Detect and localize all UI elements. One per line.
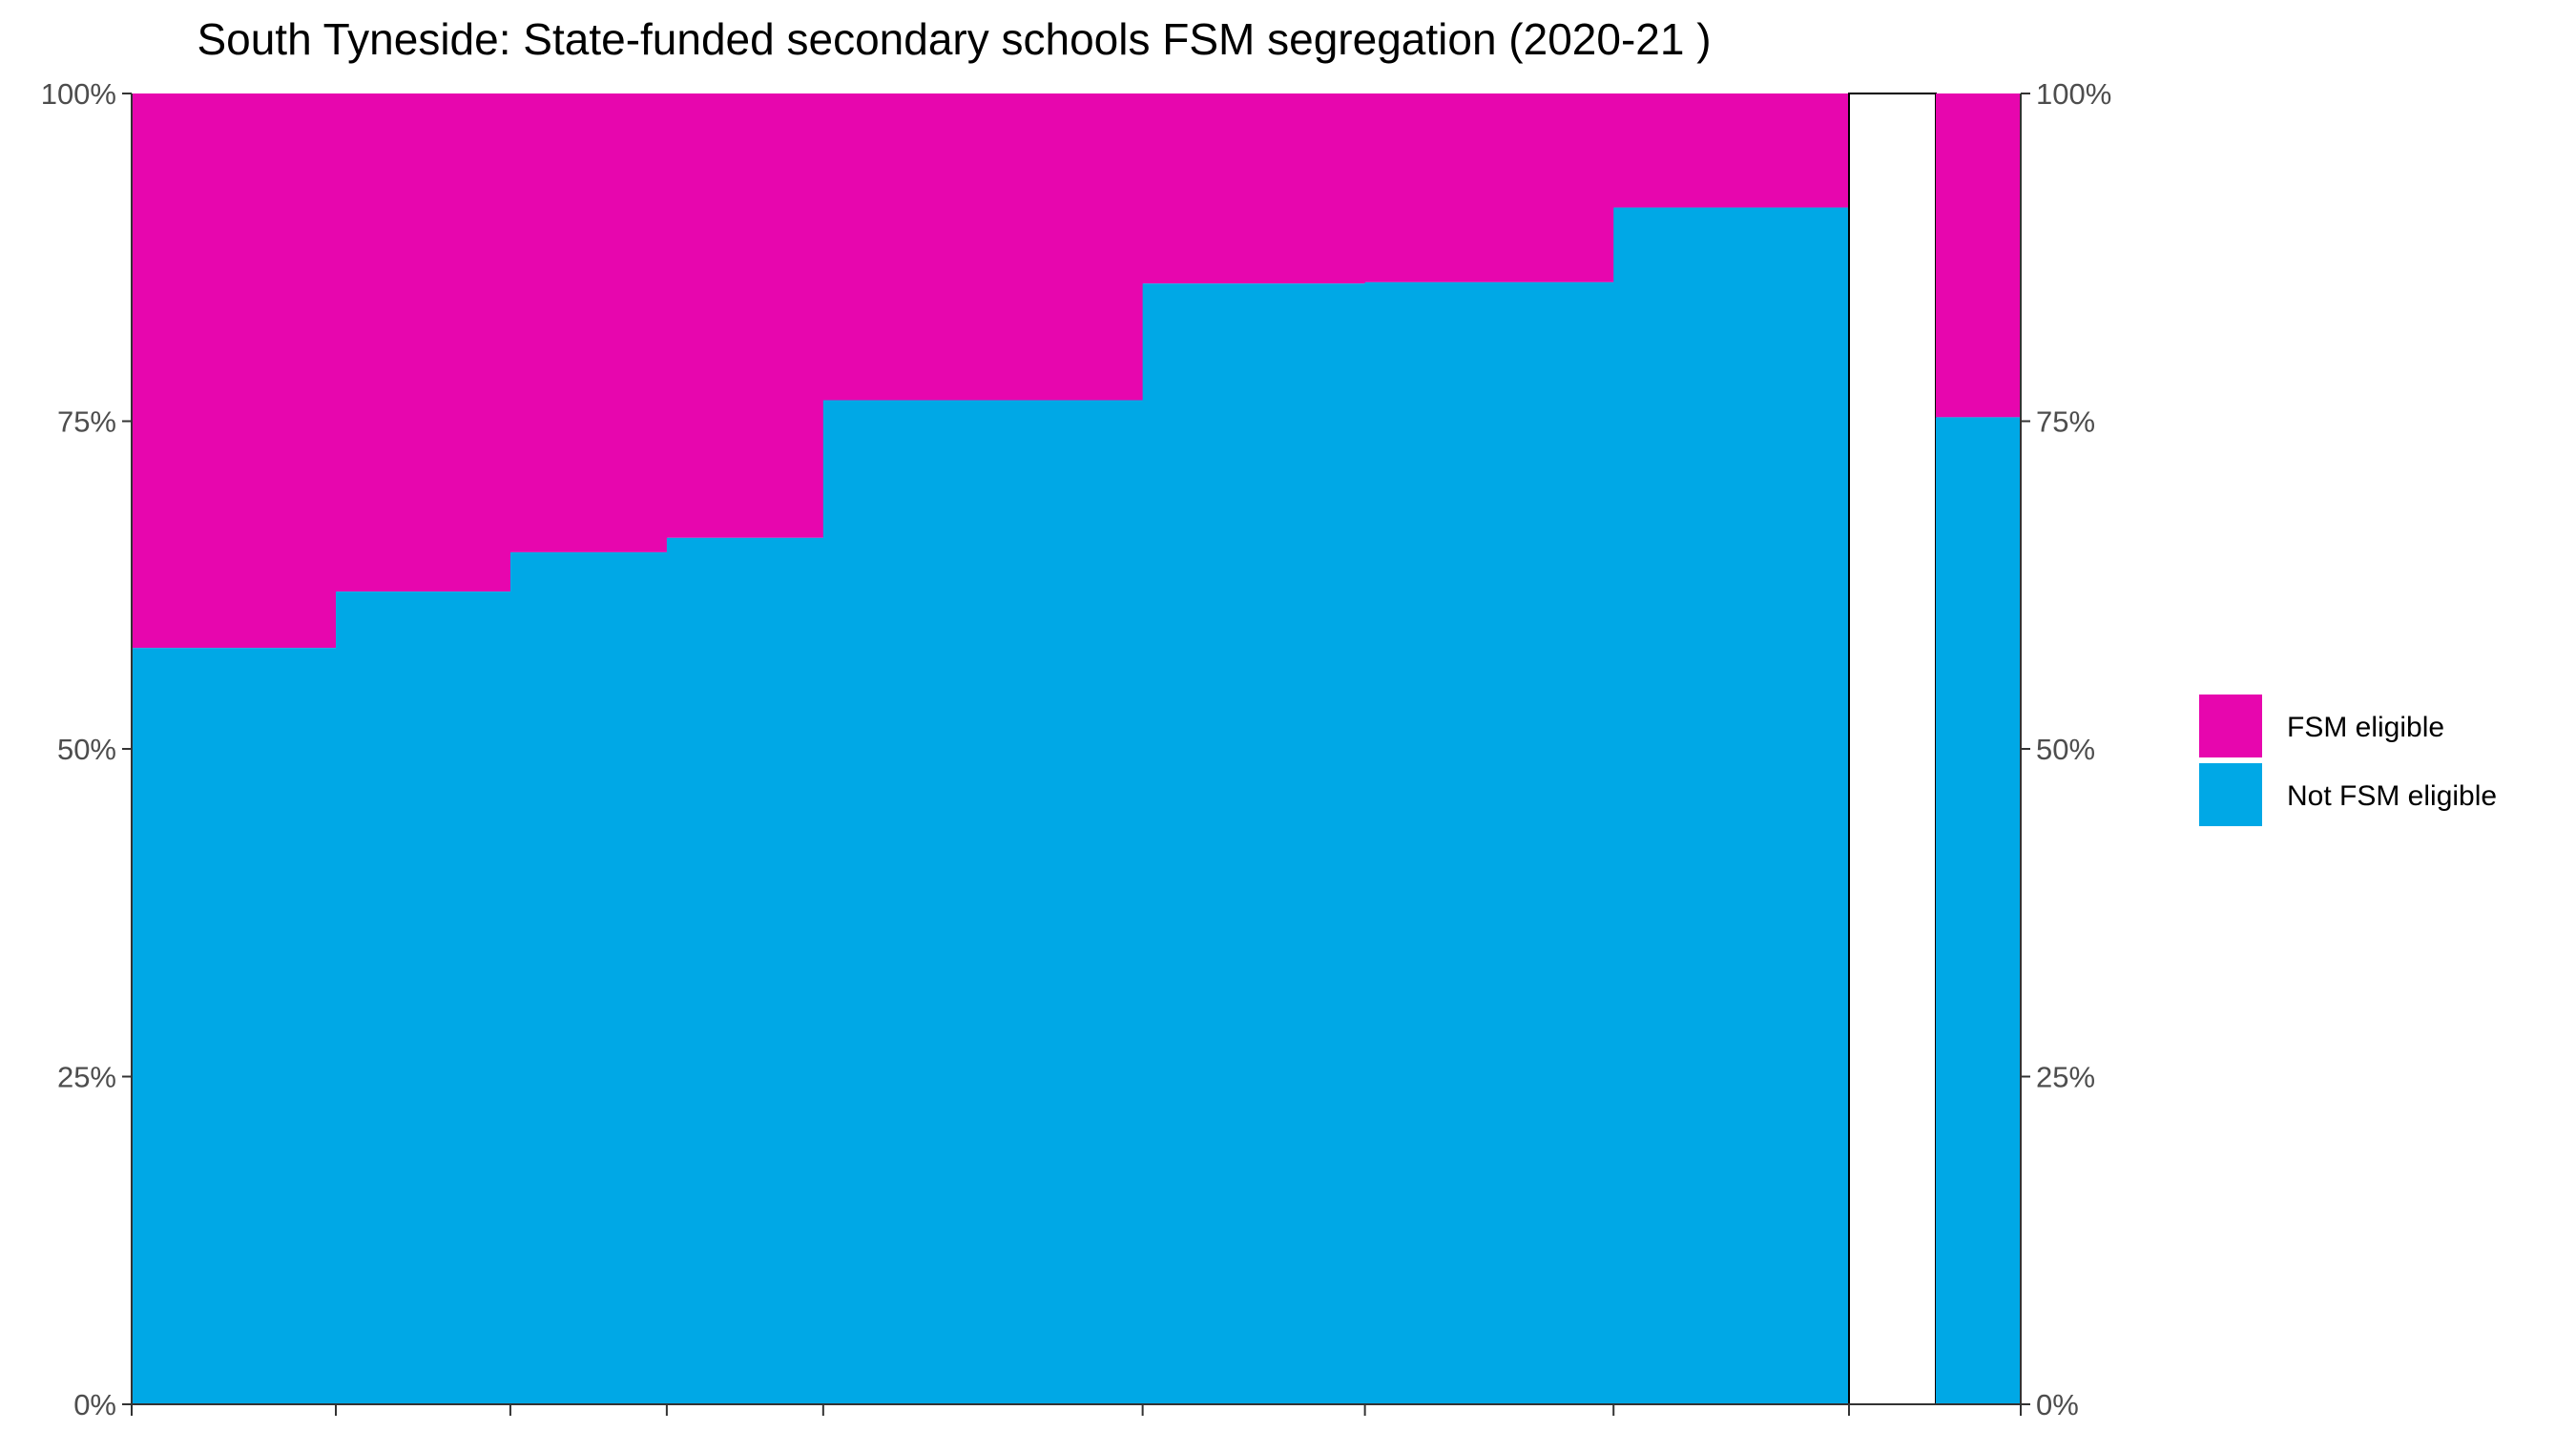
chart-title: South Tyneside: State-funded secondary s…	[197, 14, 1712, 64]
fsm-bar-7	[1364, 93, 1614, 282]
fsm-bar-2	[335, 93, 511, 592]
legend-label-1: FSM eligible	[2287, 712, 2444, 743]
fsm-bar-4	[666, 93, 824, 538]
right-tick-label: 25%	[2036, 1061, 2095, 1094]
not-fsm-bar-2	[335, 591, 511, 1404]
left-tick-label: 50%	[57, 733, 116, 766]
not-fsm-bar-1	[132, 648, 337, 1404]
legend: FSM eligible Not FSM eligible	[2199, 695, 2497, 826]
not-fsm-bar-6	[1142, 283, 1366, 1405]
gap-box	[1848, 93, 1937, 1405]
fsm-bar-5	[822, 93, 1144, 401]
not-fsm-bar-4	[666, 537, 824, 1404]
legend-swatch-1	[2199, 695, 2262, 757]
not-fsm-bar-5	[822, 400, 1144, 1404]
right-tick-label: 50%	[2036, 733, 2095, 766]
overall-fsm-bar	[1936, 93, 2021, 418]
fsm-bar-1	[132, 93, 337, 649]
left-tick-label: 0%	[73, 1388, 116, 1421]
fsm-bar-8	[1613, 93, 1850, 208]
not-fsm-bar-3	[509, 551, 668, 1404]
fsm-bar-6	[1142, 93, 1366, 284]
left-tick-label: 100%	[41, 77, 116, 111]
axes: 0% 0% 25% 25% 50% 50% 75% 75% 100% 100%	[41, 77, 2112, 1421]
right-tick-label: 75%	[2036, 405, 2095, 439]
left-tick-label: 75%	[57, 405, 116, 439]
plot-area	[132, 93, 2021, 1405]
right-tick-label: 100%	[2036, 77, 2111, 111]
overall-not-fsm-bar	[1936, 417, 2021, 1405]
legend-swatch-2	[2199, 763, 2262, 826]
right-tick-label: 0%	[2036, 1388, 2079, 1421]
left-tick-label: 25%	[57, 1061, 116, 1094]
fsm-bar-3	[509, 93, 668, 552]
not-fsm-bar-7	[1364, 281, 1614, 1405]
not-fsm-bar-8	[1613, 207, 1850, 1405]
legend-label-2: Not FSM eligible	[2287, 780, 2497, 812]
